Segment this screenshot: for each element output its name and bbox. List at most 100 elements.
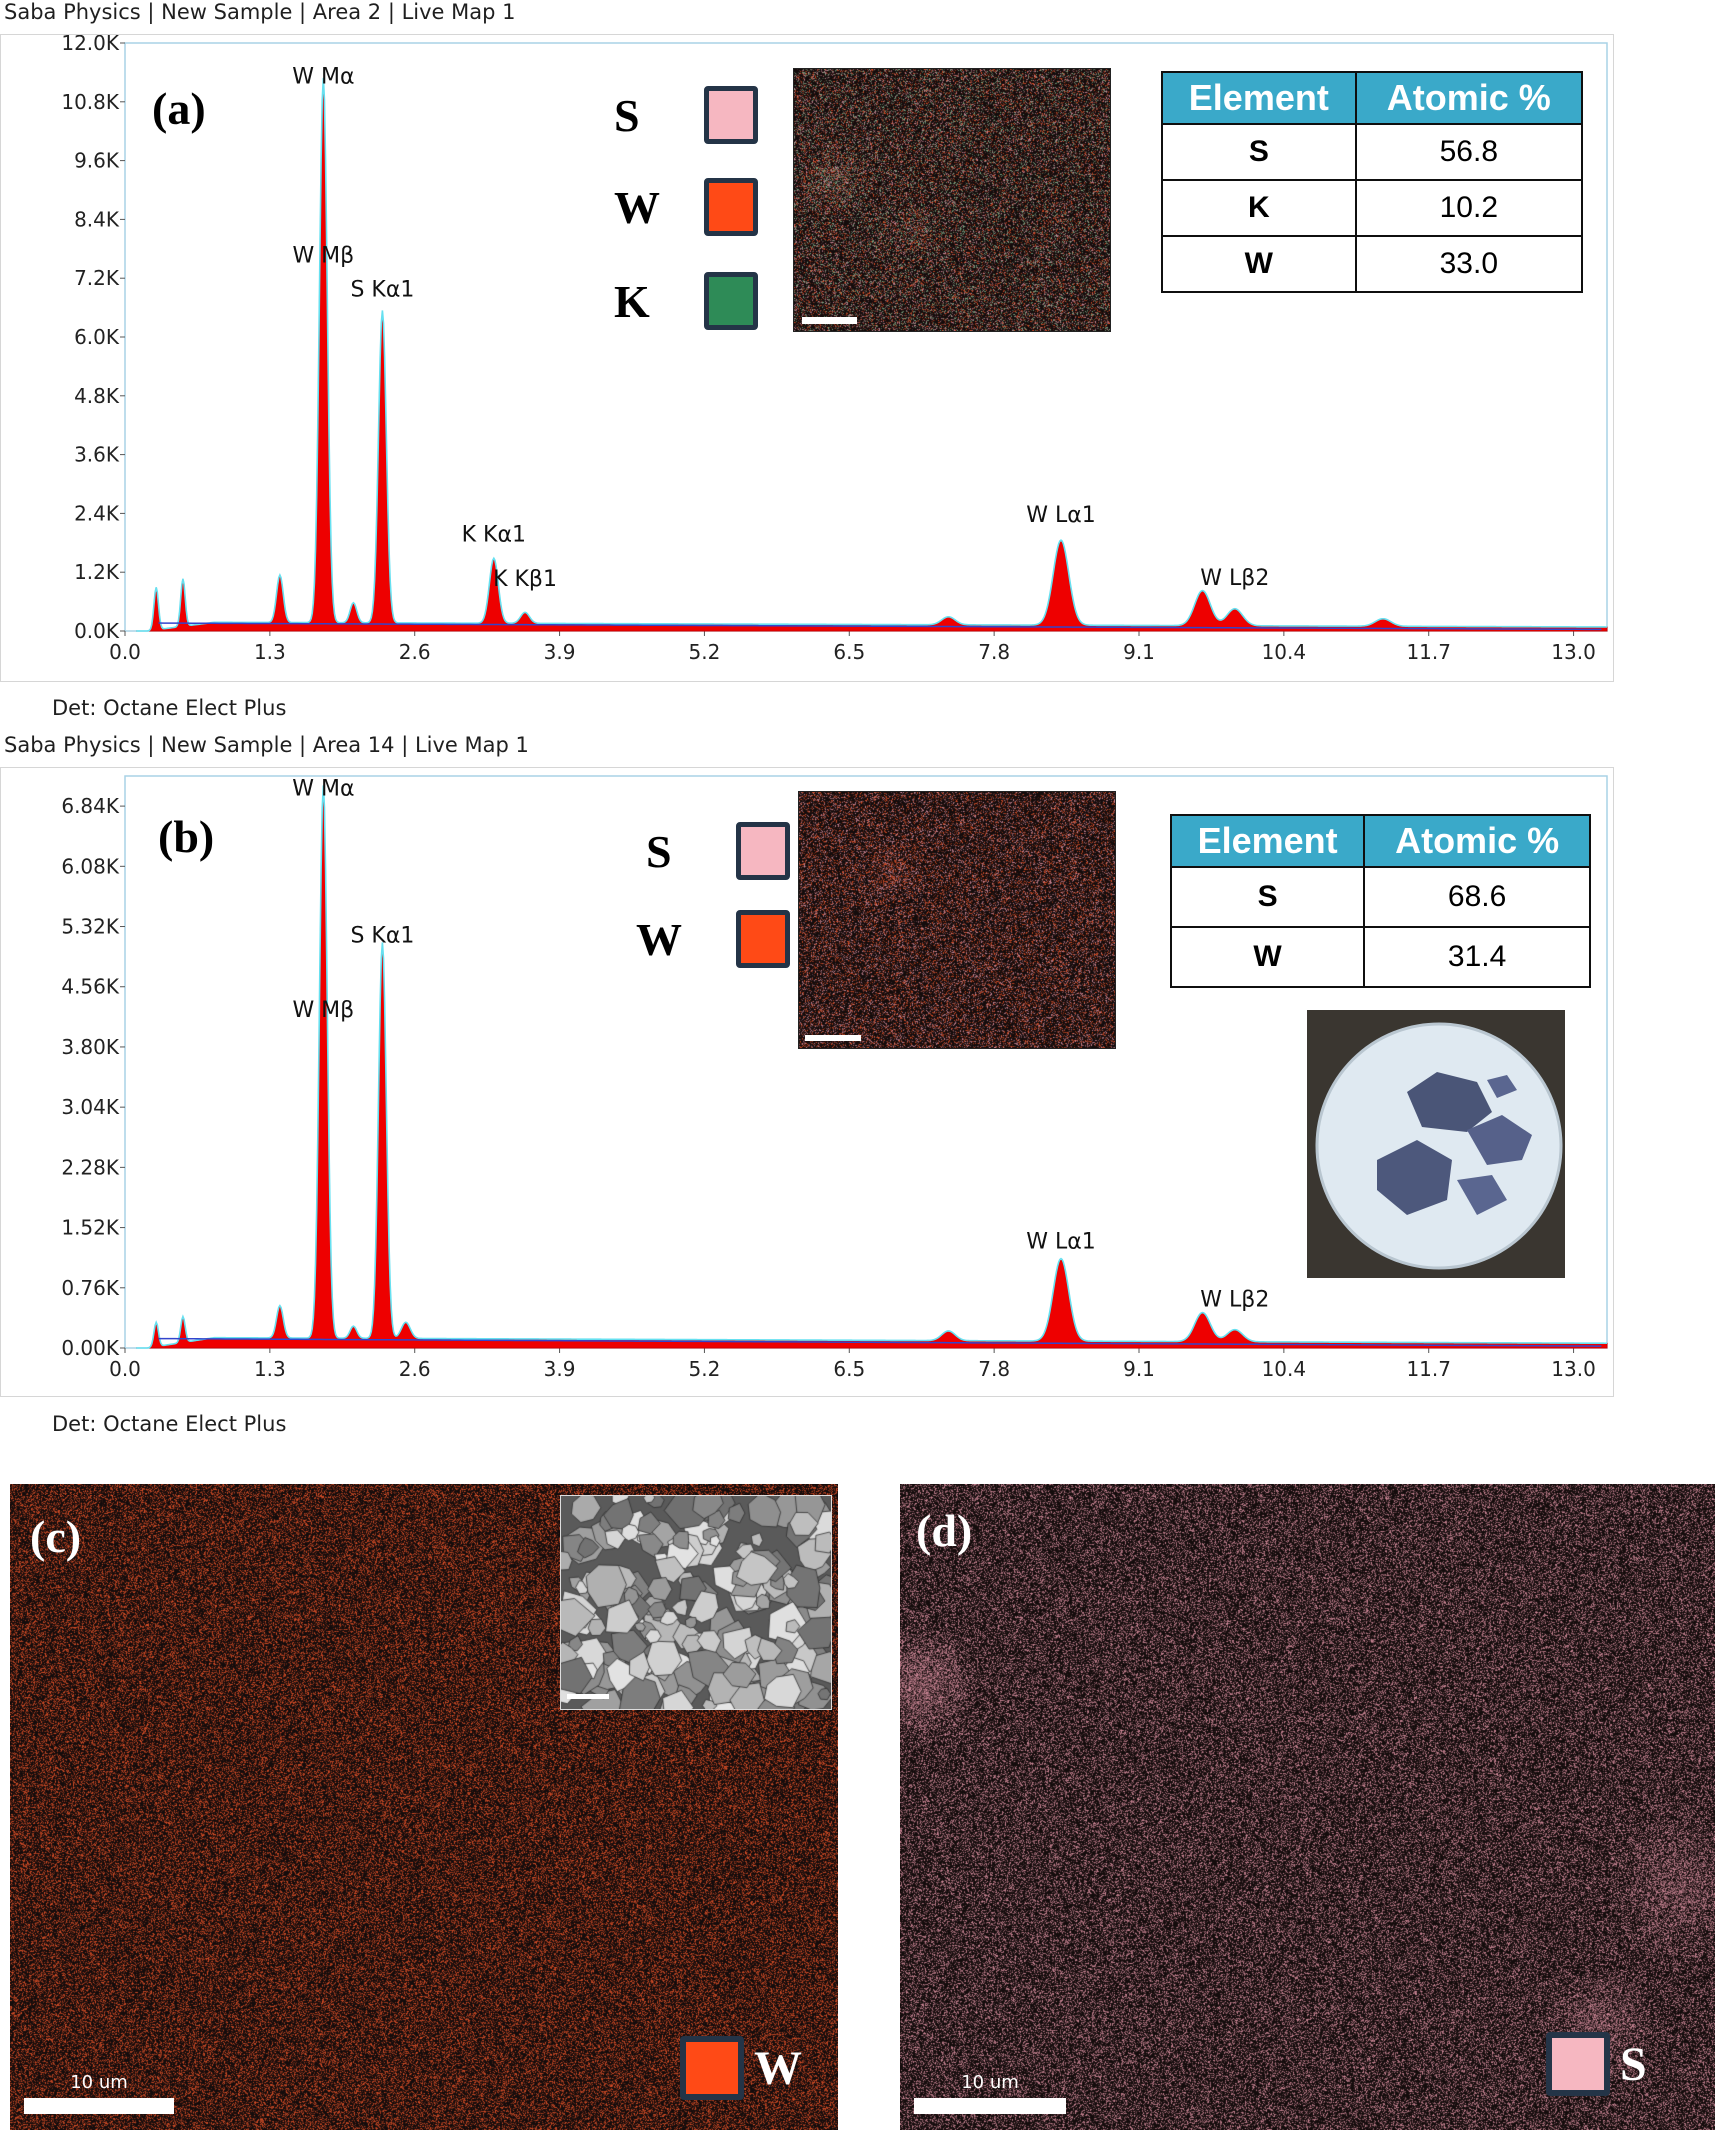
legend-a-s-symbol: S	[614, 89, 640, 141]
legend-c-swatch	[680, 2036, 744, 2100]
x-tick-label: 11.7	[1406, 640, 1451, 664]
table-cell: K	[1161, 179, 1357, 237]
panel-d-label: (d)	[916, 1505, 973, 1556]
legend-d-symbol: S	[1620, 2037, 1647, 2091]
y-tick-label: 0.76K	[61, 1276, 120, 1300]
background-line	[158, 622, 1602, 631]
eds-map-s	[900, 1484, 1715, 2130]
panel-b-detector: Det: Octane Elect Plus	[52, 1412, 287, 1436]
y-tick-label: 3.04K	[61, 1095, 120, 1119]
legend-a-k: K	[614, 272, 758, 330]
x-tick-label: 3.9	[544, 640, 576, 664]
panel-a-header: Saba Physics | New Sample | Area 2 | Liv…	[4, 0, 516, 24]
peak-label: S Kα1	[350, 278, 414, 303]
table-cell: S	[1169, 866, 1366, 928]
y-tick-label: 10.8K	[61, 90, 120, 114]
powder-chunk	[1467, 1115, 1532, 1165]
fit-line	[136, 785, 1607, 1349]
y-tick-label: 3.6K	[74, 443, 120, 467]
peak-label: K Kα1	[462, 523, 526, 548]
x-tick-label: 6.5	[833, 640, 865, 664]
legend-d: S	[1546, 2032, 1647, 2096]
x-tick-label: 9.1	[1123, 1357, 1155, 1381]
x-tick-label: 2.6	[399, 1357, 431, 1381]
map-d-scale-label: 10 um	[961, 2072, 1019, 2093]
panel-a-detector: Det: Octane Elect Plus	[52, 696, 287, 720]
table-row: W 31.4	[1169, 926, 1591, 988]
legend-b-s-swatch	[736, 822, 790, 880]
x-tick-label: 0.0	[109, 640, 141, 664]
y-tick-label: 2.4K	[74, 501, 120, 525]
legend-c-symbol: W	[754, 2041, 802, 2095]
peak-label: W Lβ2	[1200, 566, 1269, 591]
table-cell: W	[1161, 235, 1357, 293]
legend-a-s: S	[614, 86, 758, 144]
y-tick-label: 4.56K	[61, 975, 120, 999]
x-tick-label: 5.2	[689, 640, 721, 664]
y-tick-label: 6.84K	[61, 794, 120, 818]
y-tick-label: 3.80K	[61, 1035, 120, 1059]
legend-b-s-symbol: S	[646, 825, 672, 877]
x-tick-label: 10.4	[1262, 1357, 1307, 1381]
peak-label: W Mα	[292, 776, 354, 801]
background-line	[158, 1337, 1602, 1347]
peak-label: K Kβ1	[493, 567, 557, 592]
table-cell: 31.4	[1363, 926, 1591, 988]
x-tick-label: 10.4	[1262, 640, 1307, 664]
y-tick-label: 0.0K	[74, 619, 120, 643]
y-tick-label: 1.52K	[61, 1216, 120, 1240]
table-row: S 68.6	[1169, 866, 1591, 928]
x-tick-label: 13.0	[1551, 1357, 1596, 1381]
peak-label: W Lα1	[1026, 503, 1096, 528]
table-row: S 56.8	[1161, 123, 1584, 181]
map-a-scale-bar	[802, 317, 857, 324]
x-tick-label: 13.0	[1551, 640, 1596, 664]
table-row: W 33.0	[1161, 235, 1584, 293]
x-tick-label: 2.6	[399, 640, 431, 664]
x-tick-label: 6.5	[833, 1357, 865, 1381]
table-b-header-atomic: Atomic %	[1363, 814, 1591, 868]
y-tick-label: 8.4K	[74, 207, 120, 231]
legend-b-w-symbol: W	[636, 913, 682, 965]
x-tick-label: 3.9	[544, 1357, 576, 1381]
x-tick-label: 7.8	[978, 1357, 1010, 1381]
table-b-header-row: Element Atomic %	[1169, 814, 1591, 868]
table-cell: 10.2	[1354, 179, 1584, 237]
eds-map-a	[793, 68, 1111, 332]
map-d-scale-bar	[914, 2098, 1066, 2114]
spectrum-chart-a: 0.0K1.2K2.4K3.6K4.8K6.0K7.2K8.4K9.6K10.8…	[61, 31, 1608, 664]
table-a-header-element: Element	[1161, 71, 1357, 125]
legend-a-w: W	[614, 178, 758, 236]
powder-chunk	[1407, 1072, 1492, 1132]
peak-label: W Lβ2	[1200, 1287, 1269, 1312]
table-b-header-element: Element	[1169, 814, 1366, 868]
y-tick-label: 6.0K	[74, 325, 120, 349]
table-cell: 56.8	[1354, 123, 1584, 181]
x-tick-label: 0.0	[109, 1357, 141, 1381]
powder-chunk	[1487, 1075, 1517, 1098]
sample-dish-rim	[1315, 1022, 1563, 1270]
table-row: K 10.2	[1161, 179, 1584, 237]
peak-label: S Kα1	[350, 924, 414, 949]
panel-b-label: (b)	[158, 811, 215, 862]
y-tick-label: 5.32K	[61, 915, 120, 939]
panel-a-label: (a)	[152, 83, 206, 134]
y-tick-label: 12.0K	[61, 35, 120, 55]
y-tick-label: 6.08K	[61, 854, 120, 878]
x-tick-label: 1.3	[254, 640, 286, 664]
table-cell: 68.6	[1363, 866, 1591, 928]
legend-a-s-swatch	[704, 86, 758, 144]
legend-a-w-swatch	[704, 178, 758, 236]
table-cell: 33.0	[1354, 235, 1584, 293]
y-tick-label: 7.2K	[74, 266, 120, 290]
sample-photo	[1307, 1010, 1565, 1278]
x-tick-label: 5.2	[689, 1357, 721, 1381]
table-a-header-row: Element Atomic %	[1161, 71, 1584, 125]
panel-b-header: Saba Physics | New Sample | Area 14 | Li…	[4, 733, 529, 757]
atomic-table-a: Element Atomic % S 56.8 K 10.2 W 33.0	[1161, 71, 1584, 293]
table-cell: W	[1169, 926, 1366, 988]
legend-d-swatch	[1546, 2032, 1610, 2096]
y-tick-label: 2.28K	[61, 1155, 120, 1179]
fit-line	[136, 77, 1607, 632]
table-cell: S	[1161, 123, 1357, 181]
